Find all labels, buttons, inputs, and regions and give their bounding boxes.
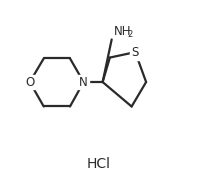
Text: S: S [131, 46, 139, 59]
Text: N: N [79, 76, 88, 89]
Text: 2: 2 [127, 30, 132, 39]
Text: HCl: HCl [87, 158, 111, 171]
Text: NH: NH [114, 25, 131, 38]
Text: O: O [25, 76, 34, 89]
